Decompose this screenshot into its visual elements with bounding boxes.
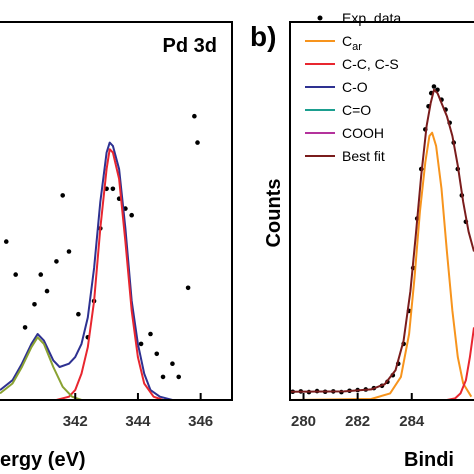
panel-a-plot-area bbox=[0, 113, 200, 400]
panel-a-data-point bbox=[176, 374, 182, 380]
panel-a-fit-line-1 bbox=[0, 141, 173, 400]
panel-a-data-point bbox=[170, 361, 175, 367]
panel-b-x-tick-label: 282 bbox=[345, 413, 370, 430]
panel-b: 280 282 284 b) Counts Bindi Exp. data Car C-… bbox=[250, 10, 474, 471]
panel-a-data-point bbox=[38, 272, 44, 277]
panel-a-data-point bbox=[195, 140, 200, 145]
panel-a-data-point bbox=[32, 302, 37, 307]
panel-b-x-tick-label: 284 bbox=[399, 413, 425, 430]
panel-a-data-point bbox=[185, 285, 191, 291]
panel-a-x-tick-label: 346 bbox=[188, 413, 213, 430]
panel-a-data-point bbox=[13, 272, 18, 277]
panel-a-data-point bbox=[60, 193, 66, 198]
panel-a-data-point bbox=[160, 374, 166, 380]
panel-b-legend: Exp. data Car C-C, C-S C-O C=O COOH Best fit bbox=[305, 10, 401, 164]
legend-entry-label: C=O bbox=[342, 102, 371, 118]
legend-entry-label: C-C, C-S bbox=[342, 56, 399, 72]
panel-b-x-tick-label: 280 bbox=[291, 413, 316, 430]
panel-a-data-point bbox=[148, 331, 153, 337]
panel-a-data-point bbox=[54, 259, 59, 264]
panel-a-x-tick-label: 342 bbox=[63, 413, 88, 430]
panel-b-fit-line-3 bbox=[290, 327, 474, 400]
panel-a-fit-line-3 bbox=[0, 336, 82, 400]
panel-b-plot-area bbox=[290, 84, 474, 400]
panel-b-x-axis-label: Bindi bbox=[404, 449, 454, 471]
panel-a: 342 344 346 Pd 3d ergy (eV) bbox=[0, 21, 233, 471]
legend-dot-marker bbox=[317, 15, 323, 21]
legend-entry-label: COOH bbox=[342, 125, 384, 141]
panel-a-data-point bbox=[22, 325, 28, 330]
panel-b-fit-line-1 bbox=[290, 131, 473, 400]
panel-a-frame bbox=[0, 21, 233, 401]
legend-entry-label: Car bbox=[342, 33, 362, 53]
panel-b-y-axis-label: Counts bbox=[263, 179, 285, 248]
panel-a-x-axis-label: ergy (eV) bbox=[0, 449, 86, 471]
legend-entry-label: C-O bbox=[342, 79, 368, 95]
panel-a-data-point bbox=[110, 186, 116, 192]
panel-b-letter: b) bbox=[250, 21, 276, 52]
panel-a-fit-line-2 bbox=[0, 148, 164, 400]
panel-a-data-point bbox=[138, 341, 144, 347]
panel-a-data-point bbox=[44, 288, 50, 294]
panel-a-data-point bbox=[76, 311, 81, 317]
panel-a-title: Pd 3d bbox=[163, 35, 217, 57]
panel-b-x-ticks: 280 282 284 bbox=[291, 393, 425, 430]
panel-b-frame bbox=[289, 21, 474, 401]
panel-a-x-ticks: 342 344 346 bbox=[63, 393, 213, 430]
panel-b-fit-line-4 bbox=[290, 88, 474, 393]
panel-a-data-point bbox=[66, 249, 72, 254]
panel-a-x-tick-label: 344 bbox=[125, 413, 151, 430]
panel-a-data-point bbox=[192, 113, 197, 119]
panel-b-data-point bbox=[431, 84, 437, 89]
legend-entry-label: Exp. data bbox=[342, 10, 401, 26]
panel-a-data-point bbox=[154, 351, 160, 357]
legend-entry-label: Best fit bbox=[342, 148, 385, 164]
panel-a-data-point bbox=[3, 239, 9, 244]
panel-a-data-point bbox=[129, 212, 134, 218]
